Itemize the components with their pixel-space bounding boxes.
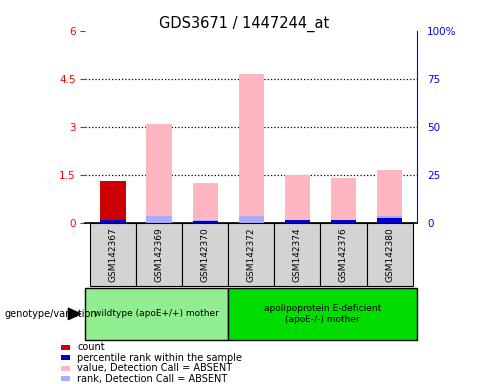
Text: GSM142372: GSM142372	[247, 227, 256, 282]
Text: apolipoprotein E-deficient
(apoE-/-) mother: apolipoprotein E-deficient (apoE-/-) mot…	[264, 304, 381, 324]
Bar	[61, 355, 70, 360]
Bar	[331, 220, 356, 223]
Bar	[239, 216, 264, 223]
Bar	[136, 223, 182, 286]
Text: value, Detection Call = ABSENT: value, Detection Call = ABSENT	[77, 363, 232, 373]
Bar	[193, 221, 218, 223]
Bar	[193, 183, 218, 223]
Text: GDS3671 / 1447244_at: GDS3671 / 1447244_at	[159, 15, 329, 31]
Bar	[146, 124, 172, 223]
Bar	[274, 223, 321, 286]
Bar	[85, 288, 227, 340]
Text: GSM142369: GSM142369	[155, 227, 163, 282]
Text: GSM142370: GSM142370	[201, 227, 210, 282]
Text: rank, Detection Call = ABSENT: rank, Detection Call = ABSENT	[77, 374, 227, 384]
Text: wildtype (apoE+/+) mother: wildtype (apoE+/+) mother	[94, 310, 219, 318]
Text: GSM142374: GSM142374	[293, 227, 302, 282]
Bar	[239, 74, 264, 223]
Text: GSM142380: GSM142380	[385, 227, 394, 282]
Bar	[101, 181, 126, 223]
Text: percentile rank within the sample: percentile rank within the sample	[77, 353, 242, 362]
Text: GSM142367: GSM142367	[108, 227, 118, 282]
Bar	[61, 376, 70, 381]
Text: genotype/variation: genotype/variation	[5, 309, 98, 319]
Bar	[90, 223, 136, 286]
Bar	[331, 178, 356, 223]
Bar	[377, 170, 402, 223]
Bar	[182, 223, 228, 286]
Bar	[285, 220, 310, 223]
Bar	[321, 223, 366, 286]
Bar	[61, 344, 70, 349]
Bar	[377, 216, 402, 223]
Polygon shape	[68, 308, 81, 319]
Bar	[101, 220, 126, 223]
Text: GSM142376: GSM142376	[339, 227, 348, 282]
Bar	[331, 220, 356, 223]
Text: count: count	[77, 342, 104, 352]
Bar	[377, 218, 402, 223]
Bar	[228, 223, 274, 286]
Bar	[193, 220, 218, 223]
Bar	[146, 216, 172, 223]
Bar	[366, 223, 413, 286]
Bar	[285, 175, 310, 223]
Bar	[61, 366, 70, 371]
Bar	[285, 220, 310, 223]
Bar	[227, 288, 417, 340]
